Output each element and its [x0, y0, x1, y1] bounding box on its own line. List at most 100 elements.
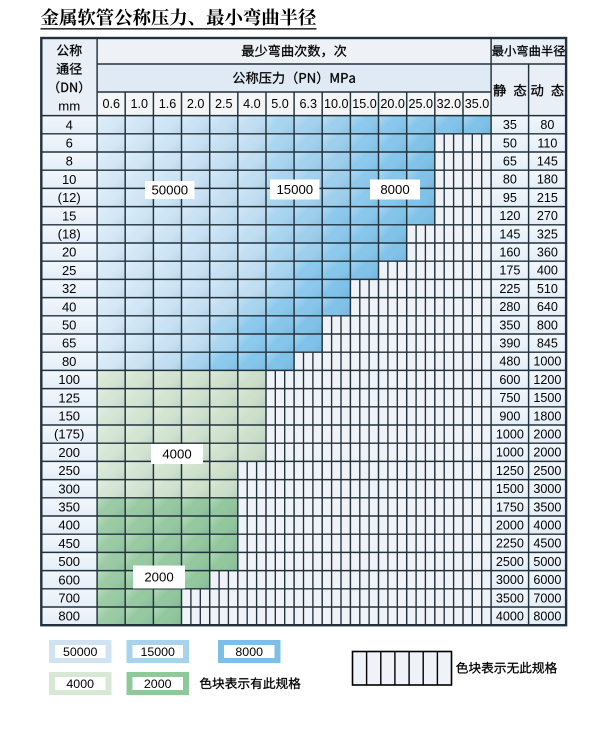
svg-text:6: 6 [66, 136, 73, 151]
svg-text:125: 125 [58, 390, 80, 405]
svg-text:1500: 1500 [496, 482, 524, 496]
svg-text:(175): (175) [54, 427, 84, 442]
svg-text:800: 800 [537, 318, 558, 332]
svg-text:15000: 15000 [276, 182, 313, 197]
svg-text:80: 80 [540, 118, 554, 132]
svg-text:4500: 4500 [533, 537, 561, 551]
svg-text:350: 350 [58, 500, 80, 515]
svg-text:450: 450 [58, 536, 80, 551]
svg-text:80: 80 [503, 173, 517, 187]
svg-text:2000: 2000 [144, 677, 172, 691]
svg-text:(18): (18) [58, 227, 81, 242]
svg-text:3000: 3000 [496, 573, 524, 587]
svg-text:15000: 15000 [140, 645, 175, 659]
svg-text:50: 50 [503, 136, 517, 150]
svg-text:2000: 2000 [533, 428, 561, 442]
svg-text:160: 160 [499, 246, 520, 260]
svg-text:80: 80 [62, 354, 76, 369]
svg-text:65: 65 [62, 336, 76, 351]
svg-text:400: 400 [537, 264, 558, 278]
svg-text:280: 280 [499, 300, 520, 314]
svg-text:400: 400 [58, 518, 80, 533]
svg-text:150: 150 [58, 409, 80, 424]
svg-text:1500: 1500 [533, 391, 561, 405]
svg-text:325: 325 [537, 227, 558, 241]
svg-text:35: 35 [503, 118, 517, 132]
svg-text:8: 8 [66, 154, 73, 169]
svg-text:1800: 1800 [533, 409, 561, 423]
svg-text:0.6: 0.6 [102, 97, 120, 111]
svg-text:35.0: 35.0 [465, 97, 490, 111]
svg-text:180: 180 [537, 173, 558, 187]
svg-text:600: 600 [58, 572, 80, 587]
svg-text:1200: 1200 [533, 373, 561, 387]
svg-text:1000: 1000 [496, 428, 524, 442]
svg-text:145: 145 [537, 155, 558, 169]
svg-text:1.6: 1.6 [159, 97, 177, 111]
svg-text:750: 750 [499, 391, 520, 405]
svg-text:20: 20 [62, 245, 76, 260]
svg-text:mm: mm [58, 99, 80, 114]
svg-text:4000: 4000 [162, 447, 191, 462]
svg-text:65: 65 [503, 155, 517, 169]
svg-text:845: 845 [537, 337, 558, 351]
svg-text:360: 360 [537, 246, 558, 260]
svg-text:500: 500 [58, 554, 80, 569]
svg-text:4.0: 4.0 [243, 97, 261, 111]
svg-text:8000: 8000 [533, 610, 561, 624]
svg-text:4000: 4000 [533, 519, 561, 533]
svg-text:225: 225 [499, 282, 520, 296]
svg-text:50000: 50000 [151, 183, 188, 198]
svg-text:2.5: 2.5 [215, 97, 233, 111]
svg-text:145: 145 [499, 227, 520, 241]
svg-text:110: 110 [537, 136, 557, 150]
svg-text:2.0: 2.0 [187, 97, 205, 111]
svg-text:8000: 8000 [380, 182, 409, 197]
svg-text:480: 480 [499, 355, 520, 369]
svg-text:300: 300 [58, 481, 80, 496]
svg-text:6000: 6000 [533, 573, 561, 587]
svg-text:2500: 2500 [496, 555, 524, 569]
svg-text:1750: 1750 [496, 500, 524, 514]
svg-text:3000: 3000 [533, 482, 561, 496]
svg-text:40: 40 [62, 299, 76, 314]
svg-text:8000: 8000 [235, 645, 263, 659]
svg-text:5000: 5000 [533, 555, 561, 569]
svg-text:2000: 2000 [144, 570, 173, 585]
svg-text:10.0: 10.0 [324, 97, 349, 111]
svg-text:4: 4 [66, 117, 73, 132]
svg-text:7000: 7000 [533, 591, 561, 605]
svg-text:175: 175 [499, 264, 520, 278]
svg-text:2250: 2250 [496, 537, 524, 551]
svg-text:3500: 3500 [496, 591, 524, 605]
svg-text:600: 600 [499, 373, 520, 387]
svg-text:510: 510 [537, 282, 558, 296]
svg-text:15.0: 15.0 [352, 97, 377, 111]
svg-text:32: 32 [62, 281, 76, 296]
svg-text:1000: 1000 [496, 446, 524, 460]
svg-text:5.0: 5.0 [271, 97, 289, 111]
svg-text:2000: 2000 [496, 519, 524, 533]
svg-text:700: 700 [58, 591, 80, 606]
svg-text:1250: 1250 [496, 464, 524, 478]
svg-text:390: 390 [499, 337, 520, 351]
svg-text:2500: 2500 [533, 464, 561, 478]
svg-text:50000: 50000 [63, 645, 98, 659]
svg-text:900: 900 [499, 409, 520, 423]
svg-text:640: 640 [537, 300, 558, 314]
svg-text:4000: 4000 [496, 610, 524, 624]
svg-text:120: 120 [499, 209, 520, 223]
svg-text:25: 25 [62, 263, 76, 278]
svg-text:50: 50 [62, 318, 76, 333]
svg-text:800: 800 [58, 609, 80, 624]
svg-text:250: 250 [58, 463, 80, 478]
svg-text:(12): (12) [58, 190, 81, 205]
svg-text:20.0: 20.0 [380, 97, 405, 111]
svg-text:200: 200 [58, 445, 80, 460]
svg-text:215: 215 [537, 191, 558, 205]
svg-text:15: 15 [62, 208, 76, 223]
svg-text:350: 350 [499, 318, 520, 332]
svg-text:270: 270 [537, 209, 558, 223]
svg-text:25.0: 25.0 [408, 97, 433, 111]
svg-text:95: 95 [503, 191, 517, 205]
